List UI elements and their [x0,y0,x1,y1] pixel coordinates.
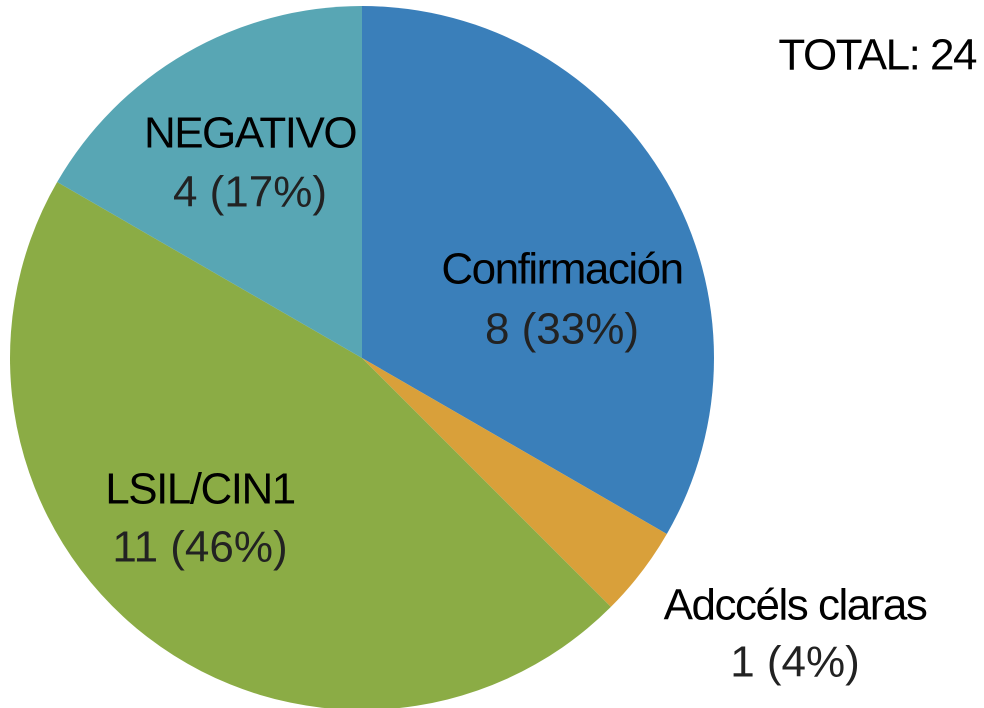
total-annotation: TOTAL: 24 [778,31,977,80]
pie-slice [362,6,714,534]
slice-label: Confirmación [441,245,682,294]
slice-value-label: 1 (4%) [730,638,860,687]
slice-label: NEGATIVO [144,109,356,158]
slice-value-label: 11 (46%) [112,523,287,572]
slice-value-label: 4 (17%) [173,168,327,217]
slice-label: LSIL/CIN1 [105,465,295,514]
slice-label: Adccéls claras [664,581,927,630]
pie-slice [10,182,611,708]
slice-value-label: 8 (33%) [485,305,639,354]
pie-slice [362,358,667,607]
pie-slice [57,6,362,358]
